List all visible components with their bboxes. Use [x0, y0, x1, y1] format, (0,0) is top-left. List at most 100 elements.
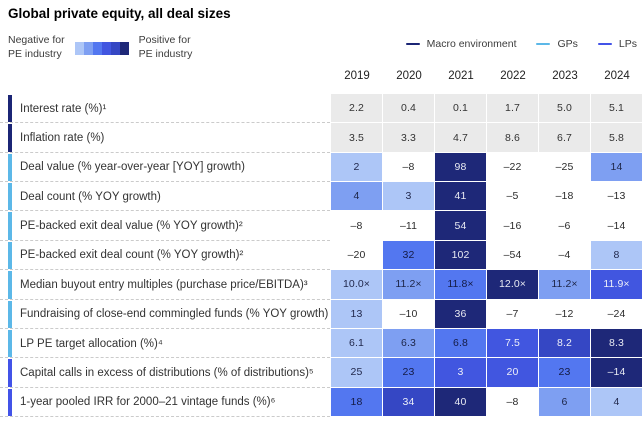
- row-label: Capital calls in excess of distributions…: [20, 366, 314, 379]
- table-row: LP PE target allocation (%)⁴ 6.1 6.3 6.8 7.5…: [0, 328, 643, 359]
- category-legend: Macro environment GPs LPs: [405, 38, 637, 50]
- category-bar: [8, 212, 12, 240]
- table-row: PE-backed exit deal value (% YOY growth)…: [0, 211, 643, 242]
- scale-swatch: [74, 41, 84, 55]
- row-label: Fundraising of close-end commingled fund…: [20, 308, 329, 321]
- row-label: 1-year pooled IRR for 2000–21 vintage fu…: [20, 396, 276, 409]
- heat-cell: 11.9×: [591, 270, 642, 299]
- scale-negative-label: Negative for PE industry: [8, 34, 65, 60]
- legend-line-icon: [536, 42, 551, 46]
- scale-positive-label: Positive for PE industry: [138, 34, 193, 60]
- scale-swatch: [92, 41, 102, 55]
- legend-line-icon: [405, 42, 420, 46]
- heat-cell: 11.2×: [539, 270, 590, 299]
- color-scale-swatches: [74, 41, 129, 55]
- scale-swatch: [119, 41, 129, 55]
- heat-cell: 3: [435, 358, 486, 387]
- heat-cell: 13: [331, 299, 382, 328]
- heat-cell: 2.2: [331, 94, 382, 123]
- category-bar: [8, 95, 12, 123]
- category-bar: [8, 241, 12, 270]
- column-header: 2023: [552, 70, 578, 82]
- category-bar: [8, 271, 12, 299]
- heat-cell: 4.7: [435, 123, 486, 152]
- category-bar: [8, 359, 12, 387]
- heat-cell: 6.3: [383, 328, 434, 358]
- heat-cell: 6.8: [435, 328, 486, 358]
- heat-cell: 3.3: [383, 123, 434, 152]
- heat-cell: 3: [383, 182, 434, 211]
- heat-cell: 0.4: [383, 94, 434, 123]
- color-scale-legend: Negative for PE industry Positive for PE…: [8, 34, 192, 61]
- row-label: Inflation rate (%): [20, 132, 105, 145]
- legend-item-label: GPs: [557, 38, 578, 50]
- column-headers: 2019 2020 2021 2022 2023 2024: [331, 70, 643, 82]
- heat-cell: 8.6: [487, 123, 538, 152]
- legend-item-label: LPs: [618, 38, 637, 50]
- heat-cell: –54: [487, 240, 538, 270]
- category-bar: [8, 329, 12, 358]
- chart-title: Global private equity, all deal sizes: [8, 6, 231, 21]
- heat-cell: 54: [435, 211, 486, 240]
- row-label: Interest rate (%)¹: [20, 102, 107, 115]
- legend-line-icon: [597, 42, 612, 46]
- heat-cell: 4: [591, 387, 642, 416]
- heat-cell: 6.7: [539, 123, 590, 152]
- heat-cell: 11.2×: [383, 270, 434, 299]
- heat-cell: –4: [539, 240, 590, 270]
- heat-cell: –16: [487, 211, 538, 240]
- heat-cell: 18: [331, 387, 382, 416]
- legend-item-lps: LPs: [597, 38, 637, 50]
- row-label: LP PE target allocation (%)⁴: [20, 337, 163, 350]
- heat-cell: –6: [539, 211, 590, 240]
- scale-swatch: [83, 41, 93, 55]
- heat-cell: –5: [487, 182, 538, 211]
- heat-cell: –14: [591, 211, 642, 240]
- heat-cell: 25: [331, 358, 382, 387]
- table-row: Fundraising of close-end commingled fund…: [0, 299, 643, 330]
- category-bar: [8, 183, 12, 211]
- legend-item-macro: Macro environment: [405, 38, 516, 50]
- category-bar: [8, 124, 12, 152]
- heat-cell: 11.8×: [435, 270, 486, 299]
- category-bar: [8, 153, 12, 182]
- heat-cell: 8.3: [591, 328, 642, 358]
- category-bar: [8, 388, 12, 416]
- heat-cell: 3.5: [331, 123, 382, 152]
- heat-cell: 5.8: [591, 123, 642, 152]
- heat-cell: –25: [539, 152, 590, 182]
- table-row: Deal count (% YOY growth) 4 3 41 –5 –18 –13: [0, 182, 643, 212]
- table-row: Interest rate (%)¹ 2.2 0.4 0.1 1.7 5.0 5.1: [0, 94, 643, 124]
- heat-cell: 102: [435, 240, 486, 270]
- column-header: 2024: [604, 70, 630, 82]
- category-bar: [8, 300, 12, 328]
- heatmap-body: Interest rate (%)¹ 2.2 0.4 0.1 1.7 5.0 5.1 Infl…: [0, 94, 643, 418]
- legend-item-gps: GPs: [536, 38, 578, 50]
- column-header: 2020: [396, 70, 422, 82]
- table-row: Median buyout entry multiples (purchase …: [0, 270, 643, 300]
- heat-cell: –12: [539, 299, 590, 328]
- table-row: PE-backed exit deal count (% YOY growth)…: [0, 240, 643, 271]
- heat-cell: 14: [591, 152, 642, 182]
- heat-cell: –24: [591, 299, 642, 328]
- heat-cell: –18: [539, 182, 590, 211]
- heat-cell: –11: [383, 211, 434, 240]
- table-row: 1-year pooled IRR for 2000–21 vintage fu…: [0, 387, 643, 418]
- heat-cell: 41: [435, 182, 486, 211]
- heat-cell: 4: [331, 182, 382, 211]
- column-header: 2019: [344, 70, 370, 82]
- heat-cell: 23: [383, 358, 434, 387]
- heat-cell: –14: [591, 358, 642, 387]
- heat-cell: 6: [539, 387, 590, 416]
- heat-cell: 2: [331, 152, 382, 182]
- row-label: PE-backed exit deal count (% YOY growth)…: [20, 249, 244, 262]
- column-header: 2022: [500, 70, 526, 82]
- heat-cell: 34: [383, 387, 434, 416]
- heat-cell: –13: [591, 182, 642, 211]
- row-label: Deal value (% year-over-year [YOY] growt…: [20, 161, 245, 174]
- row-label: Median buyout entry multiples (purchase …: [20, 278, 308, 291]
- heat-cell: 6.1: [331, 328, 382, 358]
- table-row: Inflation rate (%) 3.5 3.3 4.7 8.6 6.7 5.8: [0, 123, 643, 154]
- column-header: 2021: [448, 70, 474, 82]
- heat-cell: 98: [435, 152, 486, 182]
